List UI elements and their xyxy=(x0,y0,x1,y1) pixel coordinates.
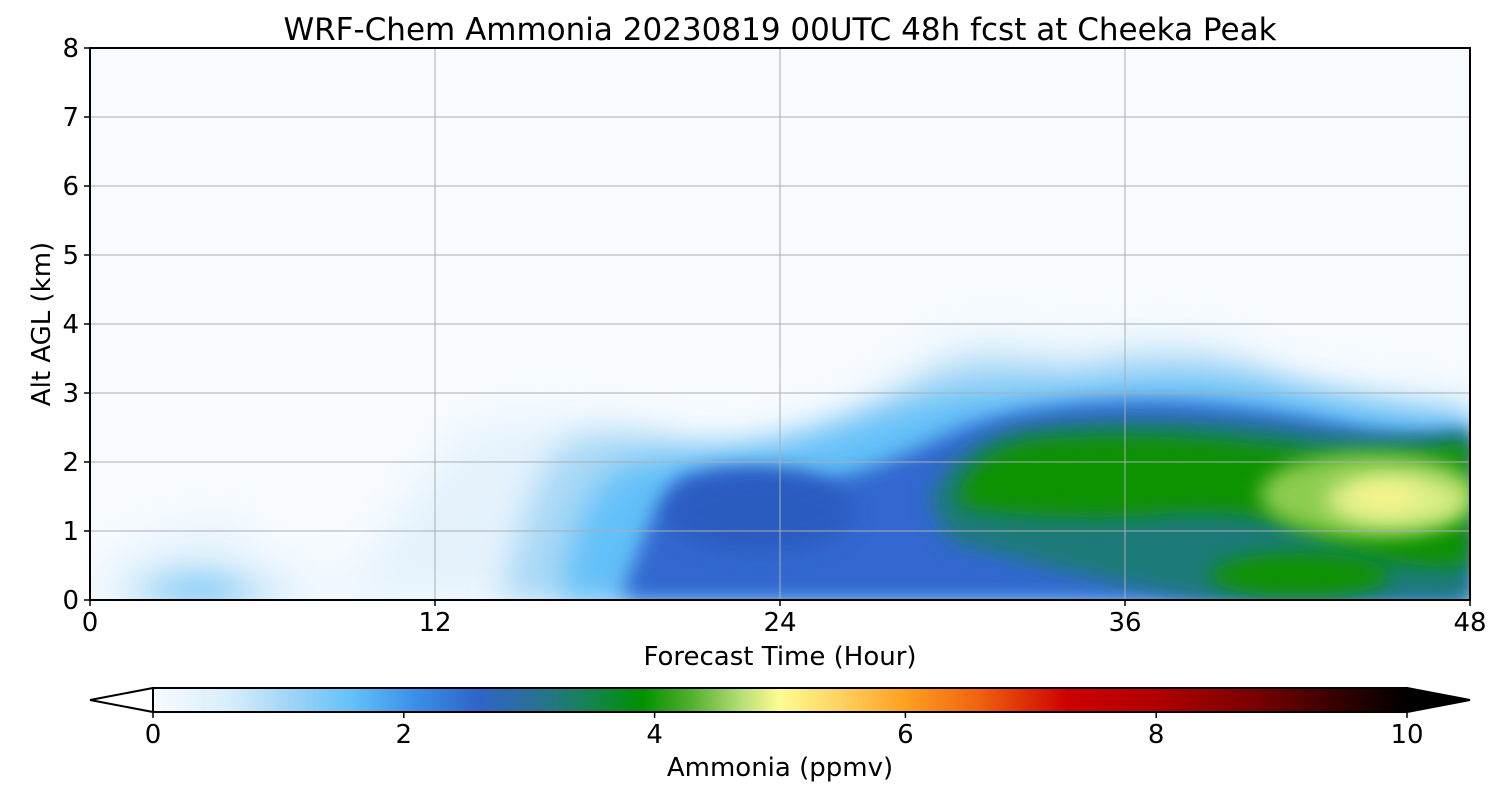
y-axis-label: Alt AGL (km) xyxy=(27,242,57,406)
field-core-blue xyxy=(665,472,855,552)
y-tick-label: 8 xyxy=(62,34,79,64)
y-tick-label: 0 xyxy=(62,586,79,616)
colorbar-extend-max xyxy=(1406,686,1471,714)
field-peak-yellow xyxy=(1349,483,1421,511)
x-tick-label: 36 xyxy=(1108,608,1141,638)
x-tick-label: 0 xyxy=(82,608,99,638)
x-tick-label: 24 xyxy=(763,608,796,638)
colorbar-tick-label: 8 xyxy=(1148,720,1165,750)
colorbar-tick-label: 6 xyxy=(897,720,914,750)
colorbar-gradient xyxy=(153,688,1407,712)
colorbar-tick-label: 10 xyxy=(1390,720,1423,750)
colorbar: 0 2 4 6 8 10 Ammonia (ppmv) xyxy=(89,686,1471,783)
x-tick-label: 12 xyxy=(418,608,451,638)
field-core-green-low xyxy=(1210,553,1390,597)
y-tick-label: 5 xyxy=(62,241,79,271)
grid xyxy=(90,48,1470,600)
y-tick-label: 4 xyxy=(62,310,79,340)
y-axis: 0 1 2 3 4 5 6 7 8 xyxy=(62,34,90,616)
colorbar-tick-label: 0 xyxy=(145,720,162,750)
y-tick-label: 1 xyxy=(62,517,79,547)
y-tick-label: 7 xyxy=(62,103,79,133)
colorbar-extend-min xyxy=(89,686,154,714)
colorbar-label: Ammonia (ppmv) xyxy=(667,753,893,783)
colorbar-frame xyxy=(152,687,1408,713)
x-tick-label: 48 xyxy=(1453,608,1486,638)
y-tick-label: 6 xyxy=(62,172,79,202)
chart-title: WRF-Chem Ammonia 20230819 00UTC 48h fcst… xyxy=(283,12,1276,48)
colorbar-ticks: 0 2 4 6 8 10 xyxy=(145,712,1424,750)
x-axis: 0 12 24 36 48 xyxy=(82,600,1487,638)
colorbar-tick-label: 4 xyxy=(646,720,663,750)
x-axis-label: Forecast Time (Hour) xyxy=(643,642,916,672)
y-tick-label: 3 xyxy=(62,379,79,409)
y-tick-label: 2 xyxy=(62,448,79,478)
colorbar-tick-label: 2 xyxy=(396,720,413,750)
